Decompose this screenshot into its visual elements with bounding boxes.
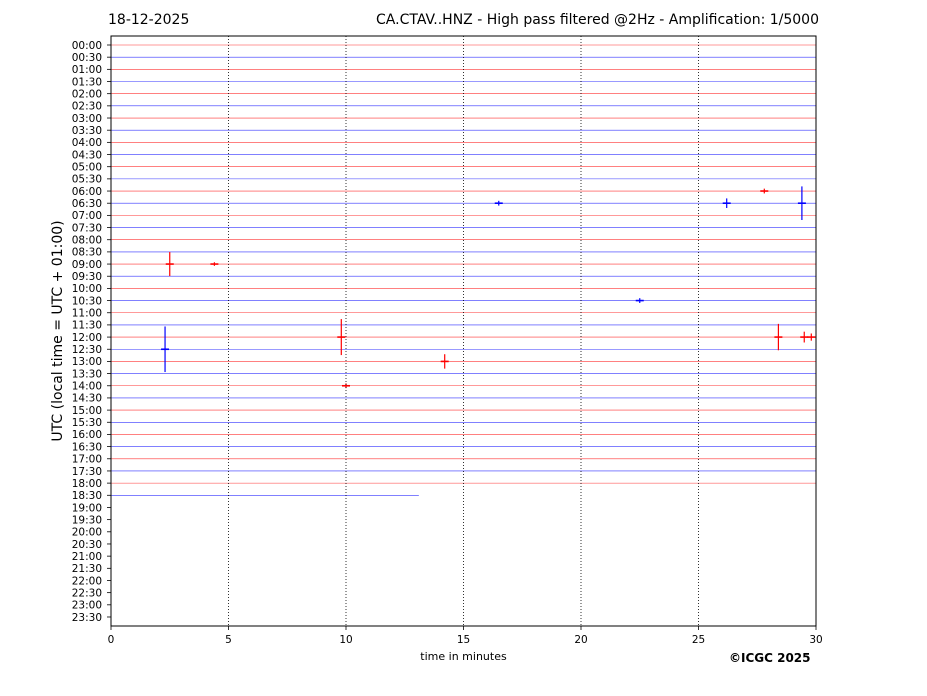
y-axis-label: UTC (local time = UTC + 01:00)	[50, 220, 66, 441]
y-tick-label: 22:30	[72, 587, 102, 599]
y-tick-label: 16:30	[72, 441, 102, 453]
x-tick-label: 5	[225, 634, 232, 646]
x-tick-label: 10	[339, 634, 352, 646]
y-tick-label: 22:00	[72, 575, 102, 587]
event-spike	[797, 186, 806, 221]
y-tick-label: 13:00	[72, 356, 102, 368]
y-tick-label: 23:00	[72, 600, 102, 612]
y-tick-label: 12:30	[72, 344, 102, 356]
chart-title: CA.CTAV..HNZ - High pass filtered @2Hz -…	[376, 12, 819, 28]
x-axis: 0 5 10 15 20 25 30	[108, 626, 823, 646]
y-tick-label: 06:00	[72, 186, 102, 198]
y-tick-label: 07:00	[72, 210, 102, 222]
y-tick-label: 08:30	[72, 247, 102, 259]
y-tick-label: 20:30	[72, 539, 102, 551]
copyright-label: ©ICGC 2025	[729, 651, 811, 665]
y-tick-label: 09:30	[72, 271, 102, 283]
y-tick-label: 19:30	[72, 514, 102, 526]
y-tick-label: 15:30	[72, 417, 102, 429]
y-tick-label: 15:00	[72, 405, 102, 417]
event-spike	[494, 200, 503, 206]
x-tick-label: 15	[457, 634, 470, 646]
y-tick-label: 10:00	[72, 283, 102, 295]
y-tick-label: 03:00	[72, 113, 102, 125]
y-tick-label: 17:30	[72, 466, 102, 478]
y-tick-label: 02:00	[72, 88, 102, 100]
y-tick-label: 02:30	[72, 101, 102, 113]
x-axis-label: time in minutes	[420, 650, 507, 663]
y-axis: 00:0000:3001:0001:3002:0002:3003:0003:30…	[72, 40, 111, 624]
event-spike	[722, 198, 731, 209]
y-tick-label: 00:30	[72, 52, 102, 64]
y-tick-label: 04:00	[72, 137, 102, 149]
y-tick-label: 12:00	[72, 332, 102, 344]
y-tick-label: 06:30	[72, 198, 102, 210]
y-tick-label: 11:30	[72, 320, 102, 332]
chart-date: 18-12-2025	[108, 12, 190, 28]
x-tick-label: 20	[574, 634, 587, 646]
y-tick-label: 14:30	[72, 393, 102, 405]
events-layer	[161, 186, 816, 389]
y-tick-label: 17:00	[72, 454, 102, 466]
event-spike	[774, 323, 783, 351]
event-spike	[635, 298, 644, 303]
event-spike	[161, 326, 170, 373]
y-tick-label: 00:00	[72, 40, 102, 52]
y-tick-label: 21:00	[72, 551, 102, 563]
y-tick-label: 19:00	[72, 502, 102, 514]
y-tick-label: 01:30	[72, 76, 102, 88]
event-spike	[165, 252, 174, 277]
event-spike	[800, 331, 809, 343]
y-tick-label: 23:30	[72, 612, 102, 624]
y-tick-label: 09:00	[72, 259, 102, 271]
y-tick-label: 05:30	[72, 174, 102, 186]
y-tick-label: 21:30	[72, 563, 102, 575]
y-tick-label: 05:00	[72, 162, 102, 174]
event-spike	[807, 333, 816, 341]
y-tick-label: 04:30	[72, 149, 102, 161]
y-tick-label: 01:00	[72, 64, 102, 76]
grid-layer	[228, 36, 699, 626]
event-spike	[337, 319, 346, 356]
y-tick-label: 11:00	[72, 308, 102, 320]
y-tick-label: 08:00	[72, 235, 102, 247]
y-tick-label: 10:30	[72, 295, 102, 307]
x-tick-label: 0	[108, 634, 115, 646]
x-tick-label: 25	[692, 634, 705, 646]
y-tick-label: 14:00	[72, 381, 102, 393]
y-tick-label: 18:00	[72, 478, 102, 490]
event-spike	[440, 354, 449, 369]
y-tick-label: 07:30	[72, 222, 102, 234]
event-spike	[760, 188, 769, 194]
y-tick-label: 18:30	[72, 490, 102, 502]
x-tick-label: 30	[809, 634, 822, 646]
y-tick-label: 20:00	[72, 527, 102, 539]
event-spike	[210, 262, 219, 266]
y-tick-label: 13:30	[72, 368, 102, 380]
y-tick-label: 03:30	[72, 125, 102, 137]
y-tick-label: 16:00	[72, 429, 102, 441]
